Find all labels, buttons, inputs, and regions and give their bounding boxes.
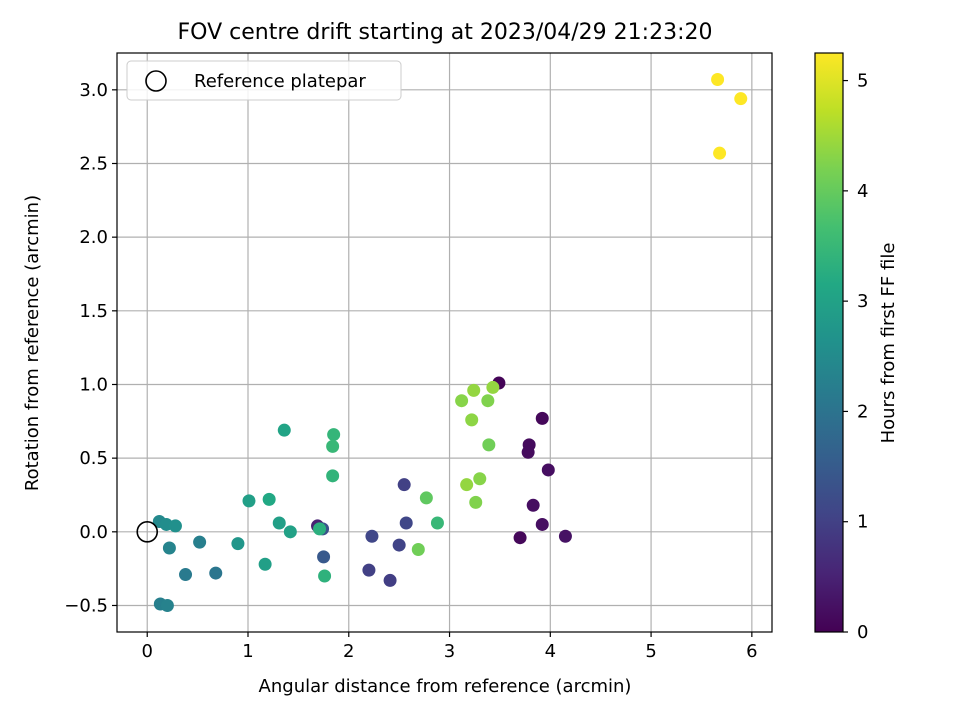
data-point — [482, 438, 496, 452]
data-point — [209, 566, 223, 580]
data-point — [162, 541, 176, 555]
data-point — [397, 478, 411, 492]
data-point — [399, 516, 413, 530]
y-tick-label: 2.0 — [79, 227, 108, 248]
data-point — [313, 522, 327, 536]
colorbar-tick-label: 4 — [857, 181, 868, 202]
data-point — [535, 517, 549, 531]
colorbar: 0 1 2 3 4 5 Hours from first FF file — [814, 52, 899, 643]
data-point — [513, 531, 527, 545]
x-tick-label: 1 — [242, 641, 253, 662]
data-point — [411, 542, 425, 556]
y-tick-label: 1.5 — [79, 301, 108, 322]
legend-box — [126, 60, 402, 101]
data-point — [541, 463, 555, 477]
data-point — [383, 573, 397, 587]
x-axis-label: Angular distance from reference (arcmin) — [259, 676, 632, 697]
x-tick-label: 5 — [645, 641, 656, 662]
x-tick-label: 0 — [142, 641, 153, 662]
data-point — [179, 568, 193, 582]
y-tick-label: 0.5 — [79, 448, 108, 469]
data-point — [481, 394, 495, 408]
data-point — [392, 538, 406, 552]
data-point — [473, 472, 487, 486]
data-point — [713, 146, 727, 160]
colorbar-gradient — [814, 52, 844, 633]
x-axis-ticks: 0 1 2 3 4 5 6 — [142, 632, 758, 662]
data-point — [262, 492, 276, 506]
chart-title: FOV centre drift starting at 2023/04/29 … — [178, 20, 713, 45]
data-point — [326, 469, 340, 483]
data-point — [160, 598, 174, 612]
data-point — [317, 550, 331, 564]
data-point — [469, 495, 483, 509]
data-point — [526, 498, 540, 512]
legend-entry-reference-platepar: Reference platepar — [194, 71, 366, 92]
legend-marker-circle — [145, 70, 167, 92]
data-point — [277, 423, 291, 437]
data-point — [535, 411, 549, 425]
data-point — [327, 428, 341, 442]
y-axis-ticks: −0.5 0.0 0.5 1.0 1.5 2.0 2.5 3.0 — [64, 80, 117, 616]
data-point — [242, 494, 256, 508]
colorbar-tick-label: 0 — [857, 622, 868, 643]
y-tick-label: −0.5 — [64, 595, 108, 616]
colorbar-tick-label: 5 — [857, 71, 868, 92]
data-point — [258, 557, 272, 571]
y-tick-label: 2.5 — [79, 153, 108, 174]
data-point — [460, 478, 474, 492]
data-point — [362, 563, 376, 577]
data-point — [365, 529, 379, 543]
data-point — [455, 394, 469, 408]
data-point — [486, 380, 500, 394]
data-point — [711, 73, 725, 87]
colorbar-tick-label: 1 — [857, 512, 868, 533]
data-point — [465, 413, 479, 427]
x-tick-label: 2 — [343, 641, 354, 662]
data-points — [152, 73, 748, 612]
data-point — [521, 445, 535, 459]
reference-marker-layer — [136, 521, 159, 543]
data-point — [318, 569, 332, 583]
data-point — [193, 535, 207, 549]
data-point — [419, 491, 433, 505]
y-tick-label: 0.0 — [79, 522, 108, 543]
colorbar-tick-label: 2 — [857, 401, 868, 422]
x-tick-label: 3 — [444, 641, 455, 662]
data-point — [326, 439, 340, 453]
x-tick-label: 6 — [746, 641, 757, 662]
colorbar-ticks: 0 1 2 3 4 5 — [843, 71, 868, 643]
data-point — [168, 519, 182, 533]
grid — [117, 53, 772, 632]
data-point — [558, 529, 572, 543]
y-tick-label: 3.0 — [79, 80, 108, 101]
data-point — [430, 516, 444, 530]
y-axis-label: Rotation from reference (arcmin) — [22, 195, 43, 491]
data-point — [467, 383, 481, 397]
reference-platepar-marker — [136, 521, 159, 543]
colorbar-tick-label: 3 — [857, 291, 868, 312]
data-point — [283, 525, 297, 539]
legend: Reference platepar — [126, 60, 402, 101]
colorbar-label: Hours from first FF file — [878, 243, 899, 444]
plot-frame — [116, 52, 773, 633]
data-point — [231, 537, 245, 551]
data-point — [734, 92, 748, 106]
data-point — [272, 516, 286, 530]
y-tick-label: 1.0 — [79, 374, 108, 395]
x-tick-label: 4 — [545, 641, 556, 662]
